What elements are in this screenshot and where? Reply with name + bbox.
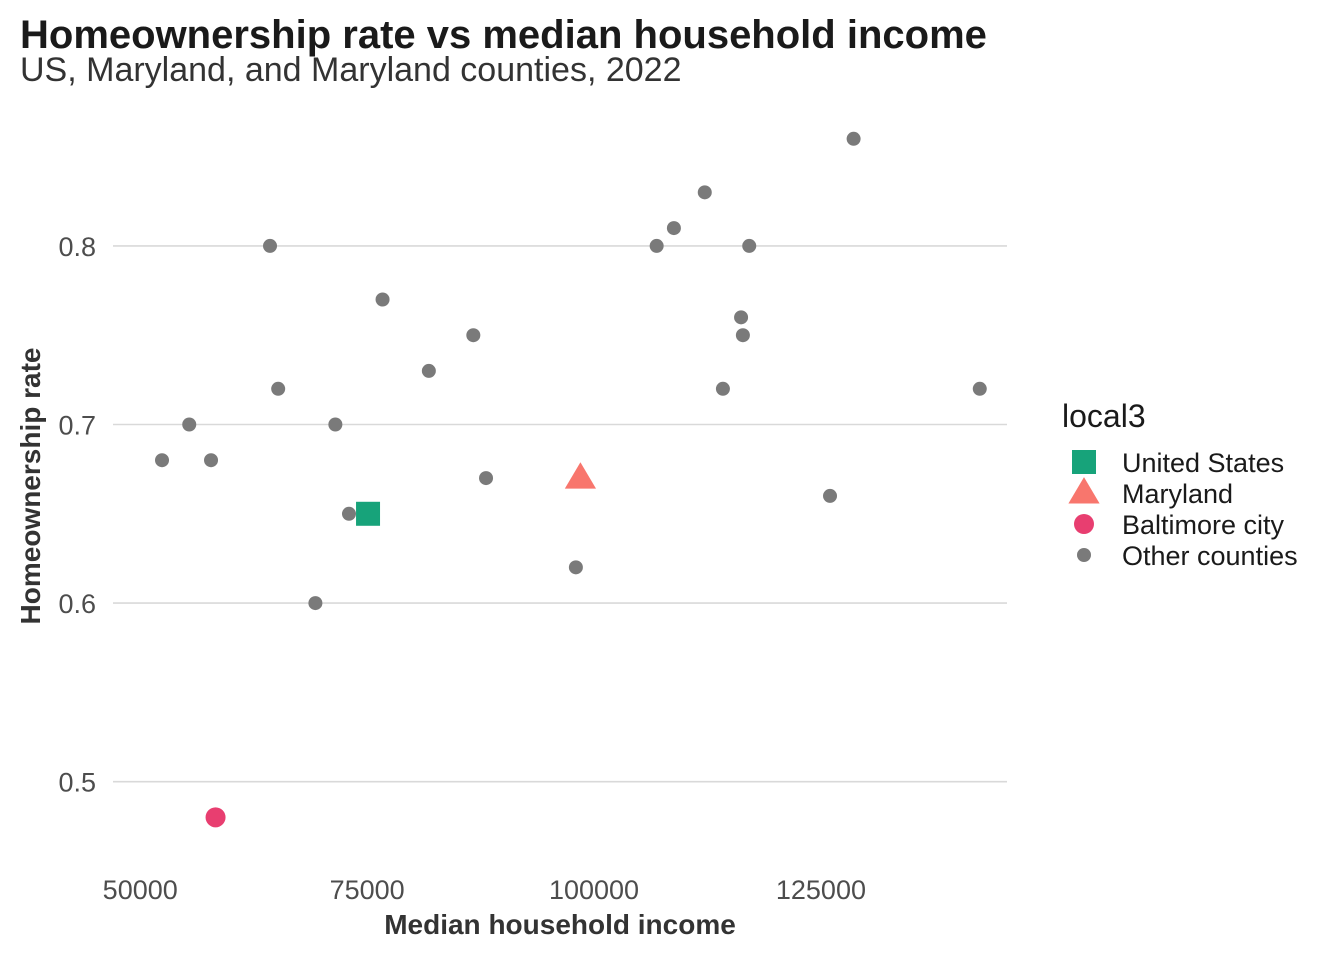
- data-point: [479, 471, 494, 486]
- data-point: [466, 328, 481, 343]
- y-axis-ticks: 0.5 0.6 0.7 0.8: [58, 232, 96, 798]
- legend-label: Maryland: [1122, 479, 1233, 509]
- x-axis-title: Median household income: [384, 909, 736, 940]
- legend-key: [1068, 477, 1100, 504]
- data-point: [204, 453, 219, 468]
- x-axis-ticks: 50000 75000 100000 125000: [103, 875, 866, 905]
- data-point: [263, 238, 278, 253]
- data-point: [972, 381, 987, 396]
- data-point: [734, 310, 749, 325]
- data-point: [271, 381, 286, 396]
- x-tick-label: 100000: [549, 875, 639, 905]
- y-axis-title: Homeownership rate: [15, 348, 46, 625]
- data-point: [715, 381, 730, 396]
- data-point: [182, 417, 197, 432]
- data-point: [823, 488, 838, 503]
- data-point: [735, 328, 750, 343]
- legend-key: [1077, 548, 1091, 562]
- data-point: [308, 596, 323, 611]
- data-point: [328, 417, 343, 432]
- y-tick-label: 0.8: [58, 232, 96, 262]
- data-point: [205, 807, 226, 828]
- legend-key: [1072, 450, 1096, 474]
- data-point: [356, 501, 381, 526]
- data-point: [375, 292, 390, 307]
- data-point: [697, 185, 712, 200]
- legend-title: local3: [1062, 398, 1146, 434]
- legend-label: United States: [1122, 448, 1284, 478]
- y-tick-label: 0.7: [58, 411, 96, 441]
- legend-label: Other counties: [1122, 541, 1298, 571]
- data-point: [846, 131, 861, 146]
- legend-key: [1074, 514, 1094, 534]
- legend-label: Baltimore city: [1122, 510, 1285, 540]
- data-point: [649, 238, 664, 253]
- data-point: [666, 221, 681, 236]
- gridlines: [113, 245, 1007, 783]
- chart-title: Homeownership rate vs median household i…: [20, 13, 987, 57]
- y-tick-label: 0.6: [58, 589, 96, 619]
- chart-subtitle: US, Maryland, and Maryland counties, 202…: [20, 51, 681, 89]
- data-points: [155, 131, 987, 828]
- data-point: [742, 238, 757, 253]
- x-tick-label: 75000: [330, 875, 405, 905]
- data-point: [568, 560, 583, 575]
- data-point: [421, 363, 436, 378]
- x-tick-label: 125000: [776, 875, 866, 905]
- data-point: [564, 462, 597, 489]
- data-point: [341, 506, 356, 521]
- data-point: [155, 453, 170, 468]
- y-tick-label: 0.5: [58, 768, 96, 798]
- x-tick-label: 50000: [103, 875, 178, 905]
